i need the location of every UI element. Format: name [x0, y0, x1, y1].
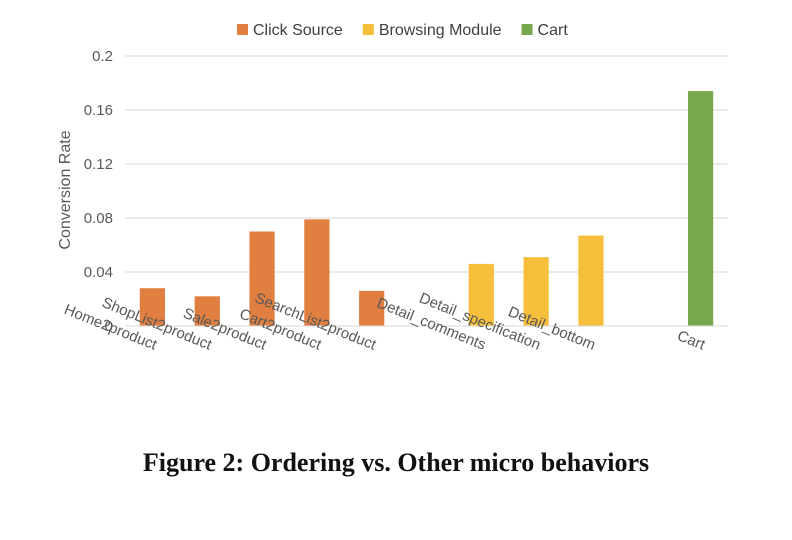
y-axis-ticks: 0 0.04 0.08 0.12 0.16 0.2: [84, 48, 113, 335]
bar-chart: 00.040.080.120.160.2 Conversion Rate Hom…: [57, 22, 728, 354]
y-tick-label: 0: [105, 318, 113, 335]
bar-detail-specification: [523, 257, 549, 326]
bar-cart: [687, 91, 714, 326]
legend-label: Click Source: [253, 22, 343, 39]
legend-label: Cart: [538, 22, 569, 39]
gridlines: [125, 55, 728, 273]
bar-shoplist2product: [194, 296, 220, 326]
legend-swatch: [237, 24, 248, 35]
y-tick-label: 0.08: [84, 210, 113, 227]
x-tick-label: Cart: [675, 327, 708, 354]
bar-home2product: [139, 288, 166, 326]
bar-searchlist2product: [359, 290, 385, 326]
y-axis-label: Conversion Rate: [57, 130, 74, 249]
legend-swatch: [521, 24, 533, 35]
bar-detail-bottom: [578, 235, 604, 326]
legend-swatch: [362, 24, 374, 35]
y-tick-label: 0.12: [84, 156, 113, 173]
bar-cart2product: [304, 219, 330, 326]
legend-label: Browsing Module: [379, 22, 502, 39]
y-tick-label: 0.16: [84, 102, 113, 119]
figure-caption: Figure 2: Ordering vs. Other micro behav…: [142, 448, 650, 477]
y-tick-label: 0.04: [84, 264, 113, 281]
legend: Click Source Browsing Module Cart: [237, 22, 568, 39]
bars: [139, 91, 714, 326]
bar-sale2product: [249, 231, 275, 326]
bar-detail-comments: [468, 263, 494, 326]
y-tick-label: 0.2: [92, 48, 113, 65]
